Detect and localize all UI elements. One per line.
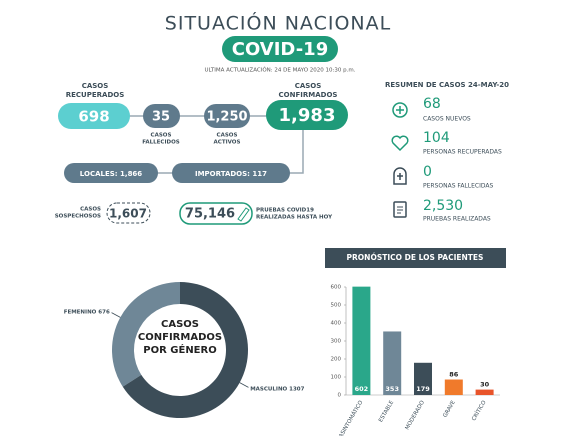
label: RECUPERADOS	[66, 91, 125, 99]
updated: ULTIMA ACTUALIZACIÓN: 24 DE MAYO 2020 10…	[205, 67, 356, 74]
summary-value: 104	[423, 130, 450, 146]
bar	[475, 389, 494, 395]
icon	[391, 135, 409, 152]
y-tick-label: 600	[331, 285, 342, 291]
bar	[383, 331, 402, 395]
y-tick-label: 200	[331, 357, 342, 363]
slice-value: 676	[98, 309, 110, 315]
summary-label: PERSONAS FALLECIDAS	[423, 183, 493, 190]
pill	[204, 104, 250, 128]
x-tick-label: ESTABLE	[378, 399, 395, 423]
leader-line	[111, 312, 121, 318]
donut-slice	[122, 282, 248, 418]
icon	[237, 207, 250, 222]
slice-value: 1307	[289, 386, 304, 392]
pill	[143, 104, 180, 128]
summary-title: RESUMEN DE CASOS 24-MAY-20	[385, 81, 509, 89]
slice-label: FEMENINO 676	[64, 309, 110, 315]
chart-title: PRONÓSTICO DE LOS PACIENTES	[347, 253, 484, 262]
pill	[106, 202, 151, 224]
x-tick-label: CRÍTICO	[470, 399, 488, 423]
x-tick-label: MODERADO	[404, 399, 426, 431]
value-label: 30	[480, 381, 490, 389]
y-tick-label: 300	[331, 339, 342, 345]
leader-line	[239, 382, 249, 388]
value: 75,146	[185, 207, 235, 222]
icon	[393, 201, 407, 218]
label: SOSPECHOSOS	[55, 214, 101, 220]
label: CASOS	[295, 82, 322, 90]
value-label: 86	[449, 371, 459, 379]
bar	[352, 286, 371, 395]
label: ACTIVOS	[214, 140, 241, 146]
badge-text: COVID-19	[232, 39, 328, 60]
x-tick-label: ASINTOMÁTICO	[337, 399, 364, 436]
summary-label: CASOS NUEVOS	[423, 116, 471, 123]
pill	[179, 202, 253, 225]
value-label: 353	[385, 385, 399, 393]
value: 1,983	[279, 105, 336, 126]
badge	[222, 36, 338, 62]
label: CONFIRMADOS	[279, 91, 338, 99]
summary-value: 2,530	[423, 198, 463, 214]
icon	[392, 102, 408, 118]
icon	[397, 206, 403, 214]
y-tick-label: 500	[331, 303, 342, 309]
title: SITUACIÓN NACIONAL	[165, 11, 391, 35]
label: CASOS	[151, 133, 172, 139]
value: 35	[152, 110, 170, 125]
slice-category: MASCULINO	[250, 386, 287, 392]
bar	[414, 362, 432, 395]
value: LOCALES: 1,866	[80, 170, 143, 178]
summary-value: 0	[423, 164, 432, 180]
slice-category: FEMENINO	[64, 309, 97, 315]
x-tick-label: GRAVE	[442, 399, 457, 418]
y-tick-label: 0	[338, 393, 342, 399]
bar	[444, 379, 463, 395]
slice-label: MASCULINO 1307	[250, 386, 304, 392]
summary-value: 68	[423, 96, 441, 112]
label: CASOS	[217, 133, 238, 139]
y-tick-label: 400	[331, 321, 342, 327]
summary-label: PRUEBAS REALIZADAS	[423, 216, 491, 223]
value-label: 602	[355, 385, 369, 393]
summary-label: PERSONAS RECUPERADAS	[423, 149, 502, 156]
label: PRUEBAS COVID19	[256, 208, 314, 214]
label: REALIZADAS HASTA HOY	[256, 215, 333, 221]
pill	[64, 163, 158, 183]
label: CASOS	[82, 82, 109, 90]
value: 698	[78, 108, 109, 126]
icon	[396, 106, 404, 114]
pill	[172, 163, 290, 183]
value: IMPORTADOS: 117	[195, 170, 267, 178]
y-tick-label: 100	[331, 375, 342, 381]
value: 1,607	[109, 207, 147, 221]
pill	[58, 103, 130, 129]
donut-title: CASOS CONFIRMADOS POR GÉNERO	[137, 319, 223, 356]
value-label: 179	[416, 385, 430, 393]
donut-slice	[111, 282, 180, 387]
icon	[393, 167, 407, 185]
value: 1,250	[206, 110, 247, 125]
chart-header	[325, 248, 506, 268]
pill	[266, 100, 348, 130]
label: FALLECIDOS	[142, 140, 179, 146]
label: CASOS	[80, 207, 101, 213]
